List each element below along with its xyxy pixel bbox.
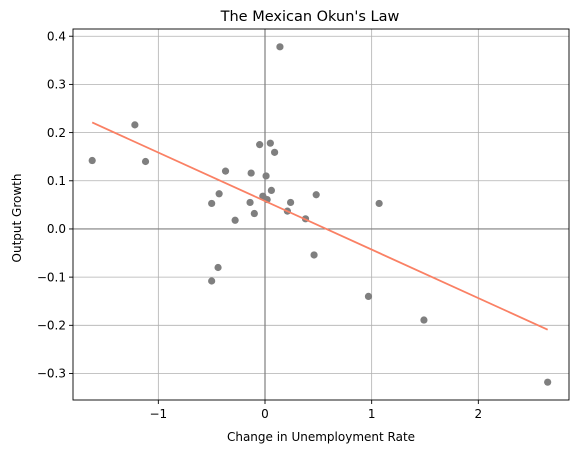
data-point — [247, 169, 255, 177]
data-point — [267, 186, 275, 195]
y-axis-ticks: −0.3 −0.2 −0.1 0.0 0.1 0.2 0.3 0.4 — [37, 29, 73, 381]
data-point — [544, 378, 552, 386]
grid-lines — [73, 29, 569, 400]
data-point — [231, 216, 239, 224]
data-point — [420, 316, 428, 324]
data-point — [287, 198, 295, 207]
x-tick-label: 0 — [261, 407, 269, 421]
data-point — [246, 198, 254, 207]
data-point — [312, 191, 320, 199]
x-tick-label: −1 — [149, 407, 167, 421]
plot-frame — [72, 28, 570, 401]
zero-reference-lines — [73, 29, 569, 400]
data-point — [208, 199, 216, 208]
regression-line — [91, 121, 549, 331]
data-point — [214, 263, 222, 272]
data-point — [266, 139, 274, 147]
x-tick-label: 1 — [368, 407, 376, 421]
y-tick-label: 0.0 — [47, 222, 66, 236]
data-point — [310, 251, 318, 259]
x-axis-label: Change in Unemployment Rate — [227, 430, 415, 444]
data-point — [208, 277, 216, 285]
x-tick-label: 2 — [475, 407, 483, 421]
data-point — [141, 157, 150, 166]
data-point — [215, 190, 223, 198]
data-point — [262, 172, 270, 180]
data-point — [88, 156, 96, 165]
x-axis-ticks: −1 0 1 2 — [149, 400, 482, 421]
y-tick-label: 0.2 — [47, 126, 66, 140]
data-point — [364, 292, 373, 301]
regression-line-group — [91, 121, 549, 331]
chart-title: The Mexican Okun's Law — [220, 9, 400, 25]
data-points — [88, 43, 552, 386]
data-point — [221, 167, 230, 175]
y-tick-label: 0.3 — [47, 78, 66, 92]
y-axis-label: Output Growth — [10, 174, 24, 263]
data-point — [131, 121, 139, 129]
data-point — [250, 209, 258, 218]
y-tick-label: −0.2 — [37, 319, 66, 333]
y-tick-label: −0.3 — [37, 367, 66, 381]
data-point — [276, 43, 284, 51]
y-tick-label: −0.1 — [37, 270, 66, 284]
data-point — [256, 141, 264, 149]
y-tick-label: 0.1 — [47, 174, 66, 188]
data-point — [375, 199, 383, 208]
data-point — [271, 148, 279, 156]
y-tick-label: 0.4 — [47, 29, 66, 43]
